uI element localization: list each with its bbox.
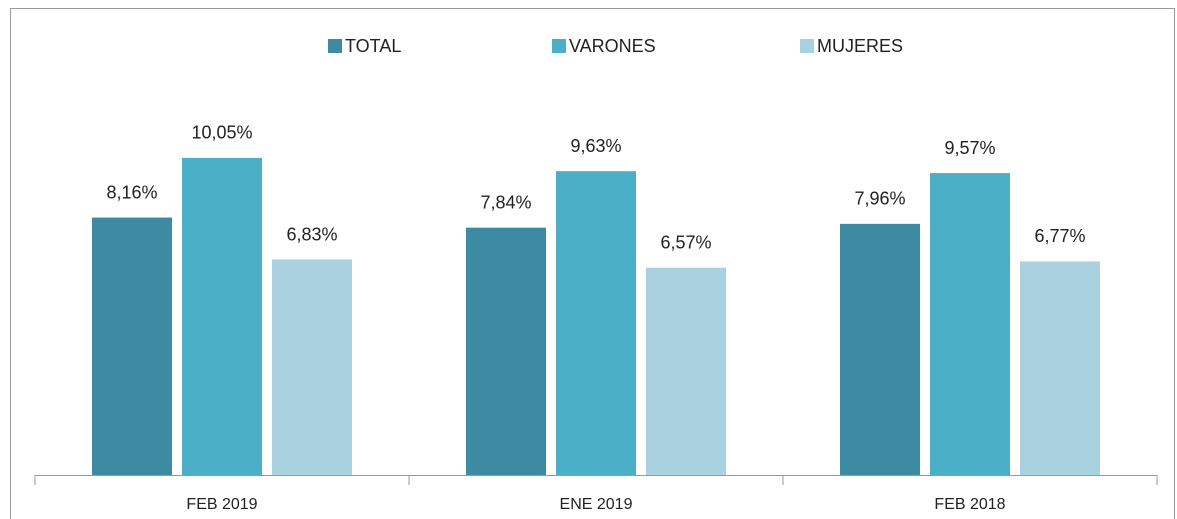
bar (466, 227, 546, 475)
bar (556, 171, 636, 475)
legend-label: VARONES (569, 36, 656, 56)
legend-label: MUJERES (817, 36, 903, 56)
data-label: 7,96% (854, 189, 905, 209)
legend-swatch (552, 39, 566, 53)
bar (1020, 261, 1100, 475)
x-tick-label: FEB 2018 (934, 496, 1005, 513)
data-label: 7,84% (480, 192, 531, 212)
data-label: 6,83% (286, 224, 337, 244)
data-label: 10,05% (191, 123, 252, 143)
data-label: 9,63% (570, 136, 621, 156)
bar (92, 217, 172, 475)
bar (840, 223, 920, 475)
legend-swatch (328, 39, 342, 53)
data-label: 6,77% (1034, 226, 1085, 246)
legend-swatch (800, 39, 814, 53)
bar (272, 259, 352, 475)
data-label: 9,57% (944, 138, 995, 158)
x-tick-label: ENE 2019 (560, 496, 633, 513)
bar (646, 267, 726, 475)
x-tick-label: FEB 2019 (186, 496, 257, 513)
data-label: 8,16% (106, 182, 157, 202)
bar (930, 173, 1010, 475)
frame (10, 8, 1175, 519)
data-label: 6,57% (660, 232, 711, 252)
bar (182, 157, 262, 476)
legend-label: TOTAL (345, 36, 401, 56)
